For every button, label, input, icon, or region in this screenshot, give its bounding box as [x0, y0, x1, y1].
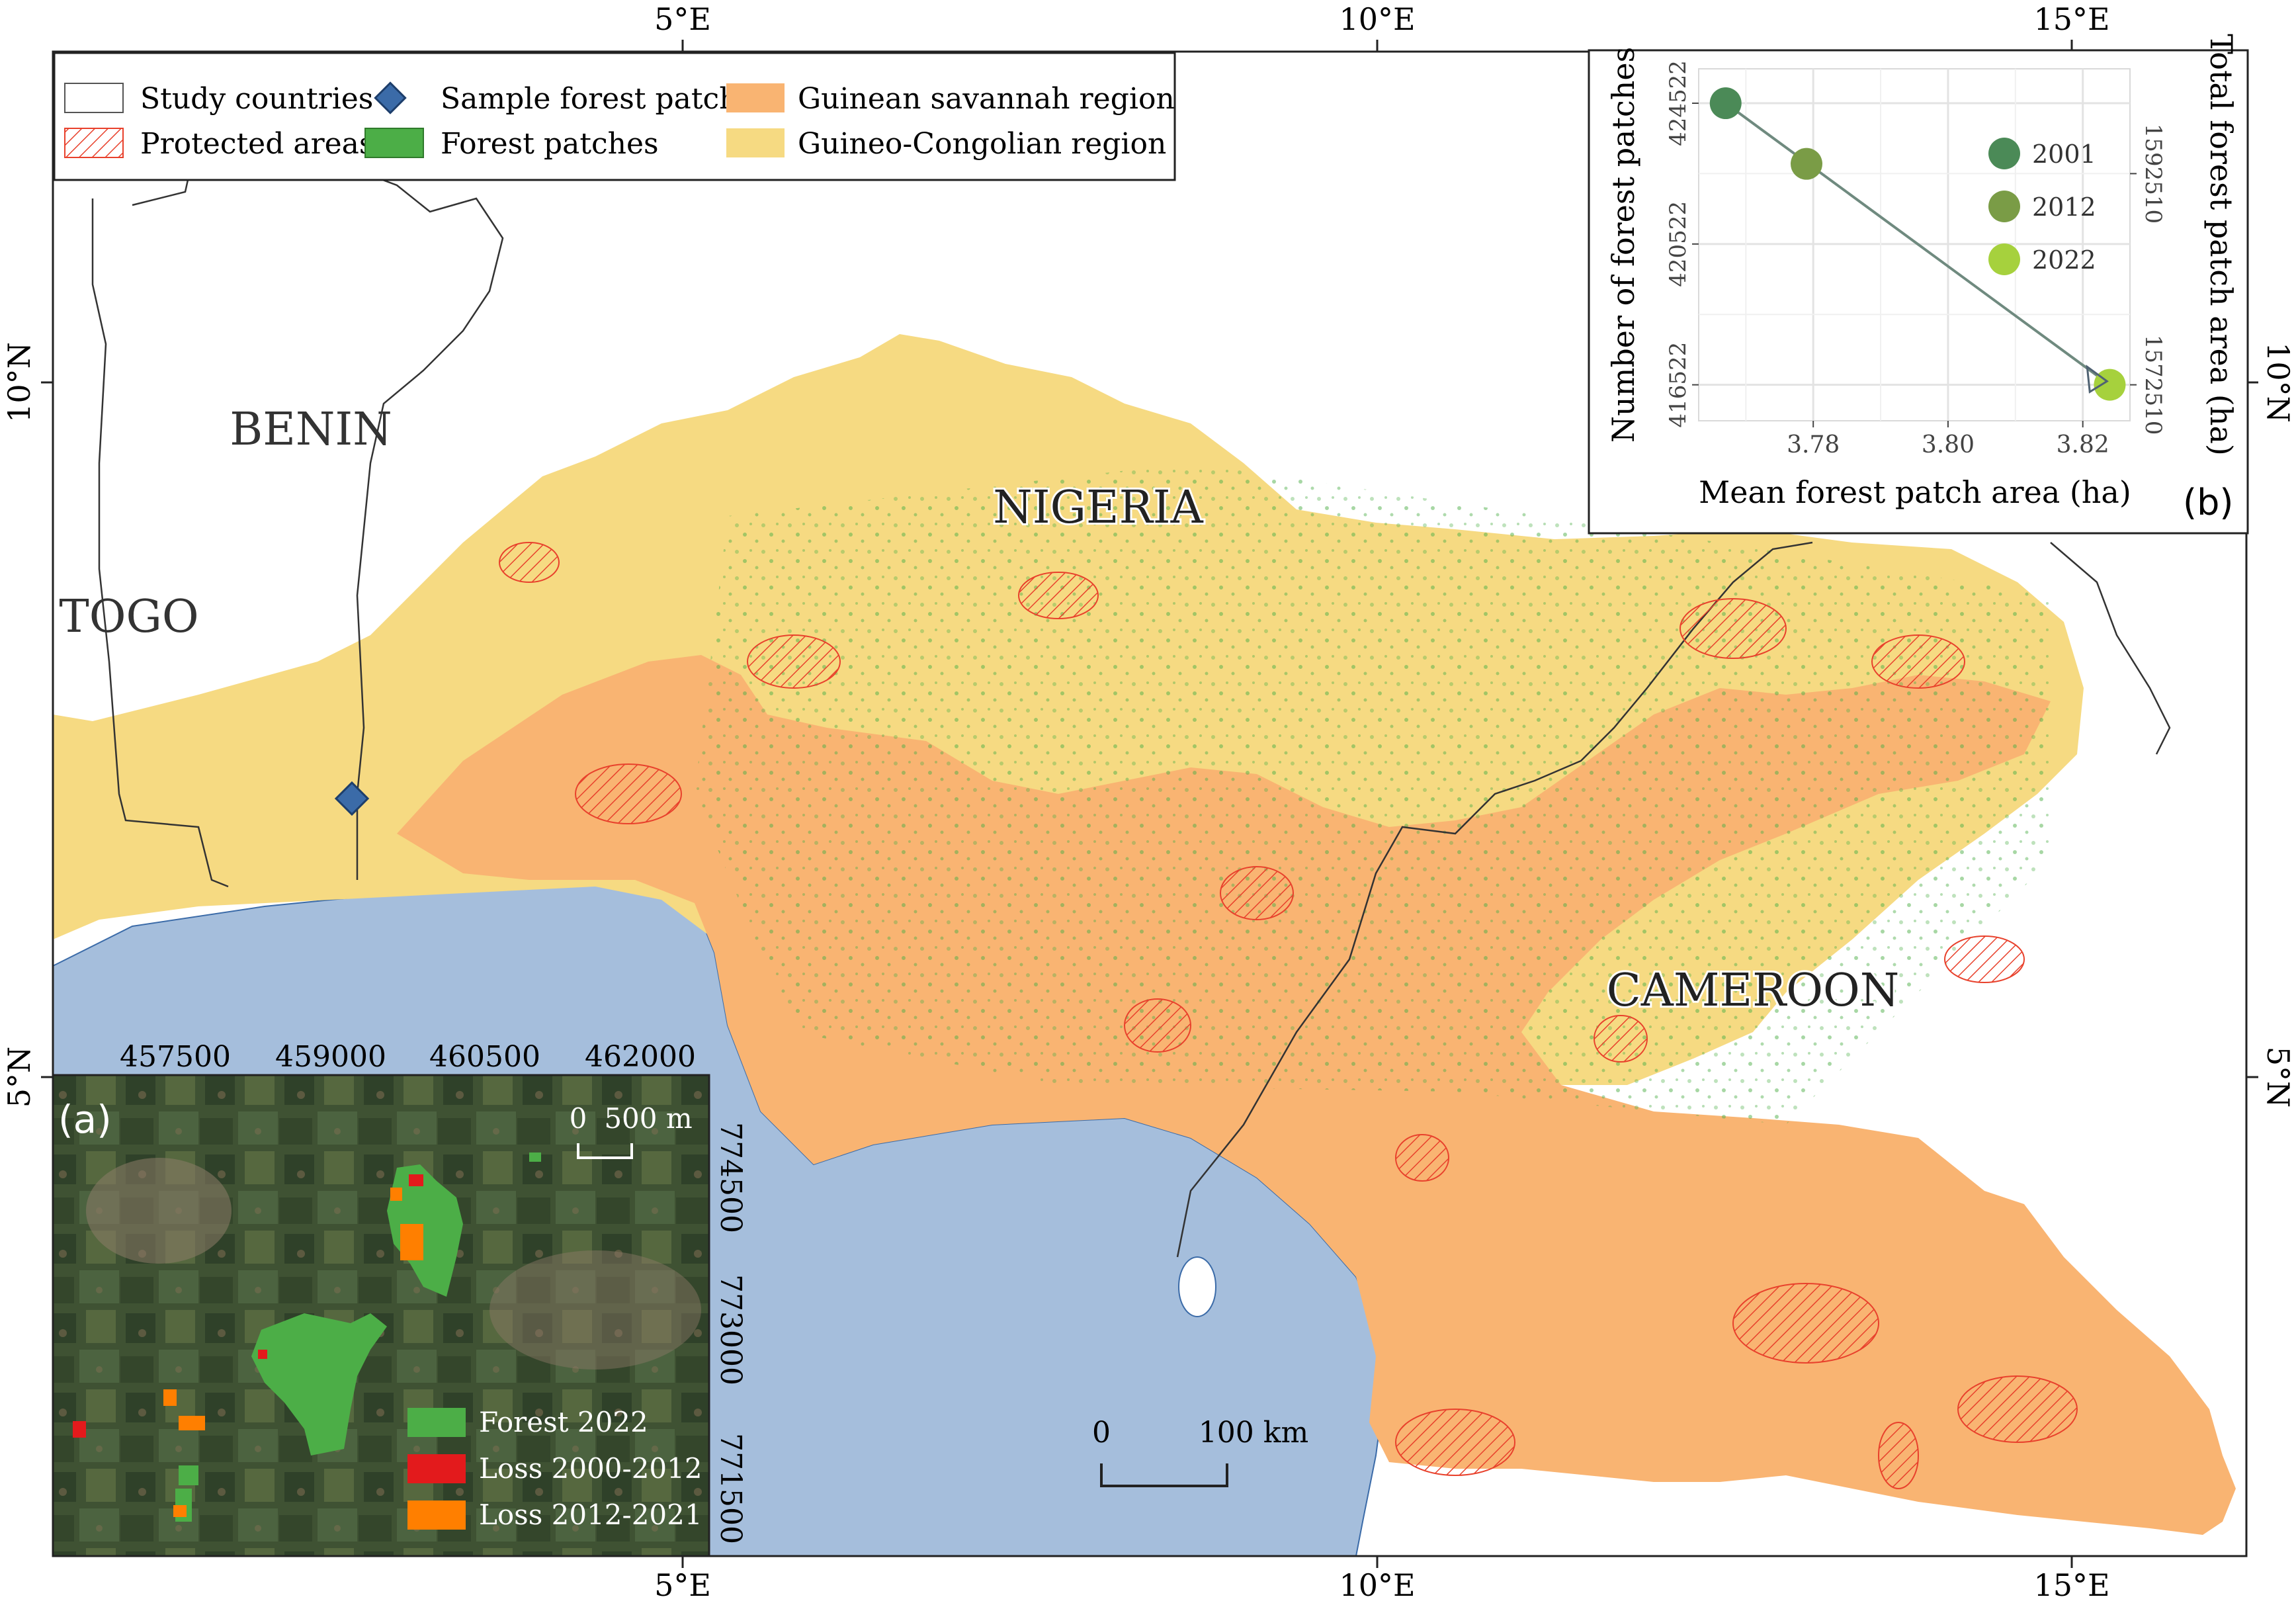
chart-b-legend: 2001 2012 2022 [1988, 138, 2096, 275]
inset-a-legend-loss-2012-label: Loss 2012-2021 [479, 1499, 702, 1531]
inset-a-forest-patch-large [251, 1313, 387, 1456]
lat-label-right-10n: 10°N [2260, 342, 2296, 423]
lat-label-right-5n: 5°N [2260, 1047, 2296, 1108]
inset-a-frame [52, 1074, 710, 1557]
inset-a-x-tick: 459000 [275, 1040, 386, 1074]
inset-a-y-tick: 771500 [714, 1433, 747, 1544]
inset-a-forest-patch-north [387, 1164, 463, 1297]
chart-b-ticks: 3.78 3.80 3.82 416522 420522 424522 1572510 159… [1665, 60, 2166, 458]
inset-a-x-tick: 462000 [585, 1040, 696, 1074]
scale-bar-end-label: 100 km [1199, 1416, 1308, 1450]
country-label-togo: TOGO [59, 591, 198, 643]
sample-forest-patch-marker [334, 781, 370, 816]
inset-a-satellite-image [53, 1075, 709, 1556]
legend-label-2022: 2022 [2032, 245, 2096, 275]
bioko-island [1178, 1256, 1216, 1317]
y-tick-label: 416522 [1665, 342, 1691, 428]
legend-study-countries-swatch [64, 83, 124, 113]
inset-a-y-tick: 773000 [714, 1274, 747, 1385]
lon-label-bottom-10e: 10°E [1339, 1567, 1415, 1603]
lat-label-left-5n: 5°N [1, 1047, 37, 1108]
inset-a-y-tick: 774500 [714, 1122, 747, 1233]
country-label-nigeria: NIGERIA [993, 482, 1203, 534]
chart-b-y2-axis-label: Total forest patch area (ha) [2203, 34, 2239, 456]
inset-a-legend-forest-label: Forest 2022 [479, 1406, 648, 1438]
inset-a-legend-loss-2000-swatch [407, 1454, 466, 1483]
chart-b-panel-label: (b) [2183, 482, 2233, 523]
inset-a-scale-bar [577, 1143, 633, 1159]
legend-label-2012: 2012 [2032, 193, 2096, 222]
lon-label-bottom-15e: 15°E [2033, 1567, 2109, 1603]
y2-tick-label: 1572510 [2140, 335, 2166, 435]
legend-sample-forest-patch-swatch [374, 81, 407, 114]
cameroon-east-outline [2050, 542, 2171, 755]
inset-a-panel-label: (a) [58, 1097, 112, 1142]
lat-label-left-10n: 10°N [1, 342, 37, 423]
legend-protected-areas-label: Protected areas [140, 127, 374, 161]
legend-forest-patches-label: Forest patches [441, 127, 659, 161]
y-tick-label: 424522 [1665, 60, 1691, 146]
lon-label-bottom-5e: 5°E [654, 1567, 711, 1603]
legend-guineo-congolian-swatch [726, 128, 785, 157]
x-tick-label: 3.80 [1922, 431, 1975, 458]
legend-protected-areas-swatch [64, 128, 124, 158]
chart-b-y-axis-label: Number of forest patches [1605, 47, 1641, 443]
map-legend: Study countries Protected areas Sample f… [53, 52, 1176, 181]
scale-bar-start-label: 0 [1092, 1416, 1111, 1450]
legend-label-2001: 2001 [2032, 140, 2096, 169]
trend-line [1724, 102, 2104, 381]
inset-a-scale-start: 0 [570, 1102, 587, 1135]
scale-bar: 0 100 km [1092, 1416, 1308, 1487]
y-tick-label: 420522 [1665, 201, 1691, 287]
legend-guinean-savannah-swatch [726, 83, 785, 112]
country-label-cameroon: CAMEROON [1607, 965, 1900, 1017]
legend-forest-patches-swatch [364, 128, 424, 158]
legend-guineo-congolian-label: Guineo-Congolian region [798, 127, 1166, 161]
x-tick-label: 3.82 [2057, 431, 2109, 458]
chart-b-x-axis-label: Mean forest patch area (ha) [1699, 474, 2131, 510]
inset-a-legend-forest-swatch [407, 1408, 466, 1437]
data-point-2012 [1791, 148, 1822, 180]
chart-b-panel: 3.78 3.80 3.82 416522 420522 424522 1572510 159… [1588, 34, 2249, 535]
lon-label-top-15e: 15°E [2033, 1, 2109, 37]
map-frame [52, 50, 2248, 1557]
legend-marker-2001 [1988, 138, 2020, 169]
lon-label-top-5e: 5°E [654, 1, 711, 37]
inset-a-x-tick: 457500 [120, 1040, 231, 1074]
togo-outline [91, 198, 229, 888]
inset-a-legend-loss-2000-label: Loss 2000-2012 [479, 1452, 702, 1485]
country-label-benin: BENIN [230, 404, 392, 456]
data-point-2001 [1709, 87, 1742, 120]
legend-study-countries-label: Study countries [140, 82, 373, 116]
legend-guinean-savannah-label: Guinean savannah region [798, 82, 1175, 116]
legend-sample-forest-patch-label: Sample forest patch [441, 82, 738, 116]
protected-areas [499, 542, 2078, 1489]
inset-a-scale-end: 500 m [604, 1102, 692, 1135]
lon-label-top-10e: 10°E [1339, 1, 1415, 37]
inset-a-panel: (a) 457500 459000 460500 462000 774500 7… [52, 1040, 747, 1557]
trend-arrow-head [2086, 365, 2109, 394]
chart-b-grid [1699, 69, 2130, 421]
inset-a-x-tick: 460500 [429, 1040, 540, 1074]
inset-a-legend-loss-2012-swatch [407, 1500, 466, 1530]
data-point-2022 [2094, 369, 2126, 401]
chart-b-marks [1709, 87, 2126, 401]
x-tick-label: 3.78 [1787, 431, 1840, 458]
legend-marker-2012 [1988, 191, 2020, 222]
legend-marker-2022 [1988, 243, 2020, 275]
y2-tick-label: 1592510 [2140, 124, 2166, 224]
